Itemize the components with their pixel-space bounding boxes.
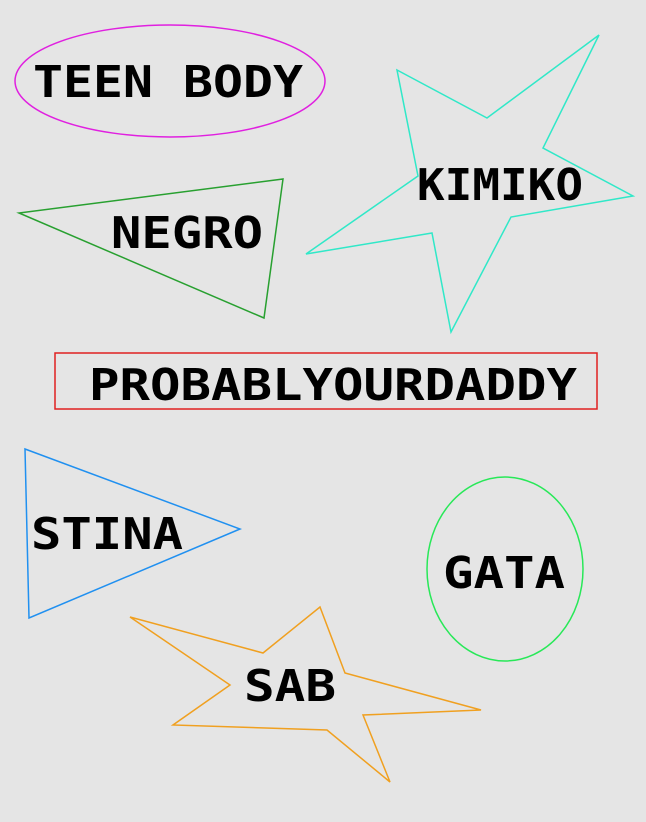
shape-sab: SAB xyxy=(129,605,482,783)
stina-label: STINA xyxy=(31,509,183,560)
gata-label: GATA xyxy=(443,548,565,599)
probablyourdaddy-label: PROBABLYOURDADDY xyxy=(89,360,578,411)
negro-label: NEGRO xyxy=(111,208,263,259)
shape-negro: NEGRO xyxy=(16,178,284,320)
teen-body-ellipse xyxy=(14,24,326,138)
shape-probablyourdaddy: PROBABLYOURDADDY xyxy=(54,352,598,411)
teen-body-label: TEEN BODY xyxy=(33,57,304,108)
kimiko-label: KIMIKO xyxy=(417,160,583,211)
sab-label: SAB xyxy=(244,661,336,712)
sab-star xyxy=(129,605,482,783)
kimiko-star xyxy=(305,34,636,335)
stina-triangle xyxy=(24,447,243,620)
probablyourdaddy-rect xyxy=(54,352,598,410)
shape-teen-body: TEEN BODY xyxy=(14,24,326,138)
shape-gata: GATA xyxy=(426,476,584,662)
negro-triangle xyxy=(16,178,284,320)
gata-ellipse xyxy=(426,476,584,662)
shape-kimiko: KIMIKO xyxy=(305,34,636,335)
shape-stina: STINA xyxy=(24,447,243,620)
